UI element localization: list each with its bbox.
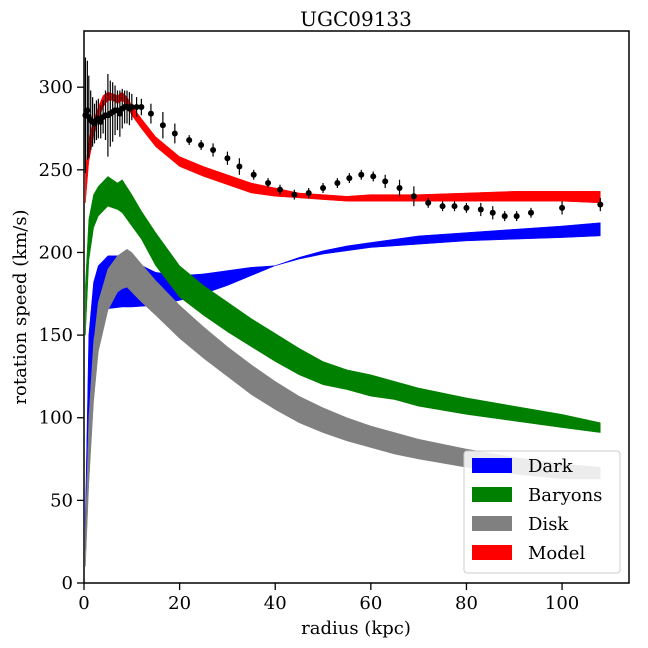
data-point xyxy=(84,107,90,113)
x-tick-label: 0 xyxy=(78,593,89,614)
y-tick-label: 250 xyxy=(39,160,73,181)
legend-label-disk: Disk xyxy=(528,514,569,535)
band-model xyxy=(85,92,600,203)
data-point xyxy=(251,172,257,178)
data-point xyxy=(358,172,364,178)
y-axis-label: rotation speed (km/s) xyxy=(10,209,31,404)
data-point xyxy=(425,200,431,206)
x-tick-label: 60 xyxy=(359,593,382,614)
data-point xyxy=(346,175,352,181)
data-point xyxy=(224,155,230,161)
data-point xyxy=(148,111,154,117)
y-tick-label: 150 xyxy=(39,325,73,346)
y-tick-label: 50 xyxy=(50,490,73,511)
data-point xyxy=(514,213,520,219)
data-point xyxy=(411,193,417,199)
legend-swatch-dark xyxy=(472,458,512,473)
data-point xyxy=(397,185,403,191)
y-tick-label: 0 xyxy=(62,573,73,594)
data-point xyxy=(291,192,297,198)
data-point xyxy=(138,104,144,110)
x-axis-label: radius (kpc) xyxy=(301,618,411,639)
data-point xyxy=(277,187,283,193)
data-point xyxy=(160,122,166,128)
y-tick-label: 100 xyxy=(39,408,73,429)
data-point xyxy=(186,137,192,143)
x-tick-label: 80 xyxy=(455,593,478,614)
data-point xyxy=(334,180,340,186)
legend: Dark Baryons Disk Model xyxy=(464,451,620,573)
legend-swatch-baryons xyxy=(472,487,512,502)
data-point xyxy=(463,205,469,211)
data-point xyxy=(452,203,458,209)
data-point xyxy=(440,203,446,209)
data-point xyxy=(528,210,534,216)
x-axis-ticks: 0 20 40 60 80 100 xyxy=(78,583,579,614)
data-point xyxy=(597,202,603,208)
data-point xyxy=(478,206,484,212)
data-point xyxy=(198,142,204,148)
x-tick-label: 100 xyxy=(545,593,579,614)
y-tick-label: 300 xyxy=(39,77,73,98)
data-point xyxy=(370,173,376,179)
data-point xyxy=(172,130,178,136)
y-axis-ticks: 0 50 100 150 200 250 300 xyxy=(39,77,84,594)
legend-label-model: Model xyxy=(528,543,585,564)
data-point xyxy=(559,205,565,211)
data-point xyxy=(502,213,508,219)
x-tick-label: 20 xyxy=(168,593,191,614)
legend-swatch-disk xyxy=(472,516,512,531)
data-point xyxy=(210,147,216,153)
legend-swatch-model xyxy=(472,545,512,560)
x-tick-label: 40 xyxy=(264,593,287,614)
y-tick-label: 200 xyxy=(39,242,73,263)
data-point xyxy=(265,180,271,186)
data-point xyxy=(306,190,312,196)
chart-title: UGC09133 xyxy=(300,7,412,31)
data-point xyxy=(490,210,496,216)
data-point xyxy=(320,185,326,191)
data-point xyxy=(382,178,388,184)
data-point xyxy=(236,164,242,170)
legend-label-dark: Dark xyxy=(528,456,574,477)
legend-label-baryons: Baryons xyxy=(528,485,602,506)
rotation-curve-chart: UGC09133 0 20 40 60 80 100 0 50 100 150 200 250 300… xyxy=(0,0,648,648)
